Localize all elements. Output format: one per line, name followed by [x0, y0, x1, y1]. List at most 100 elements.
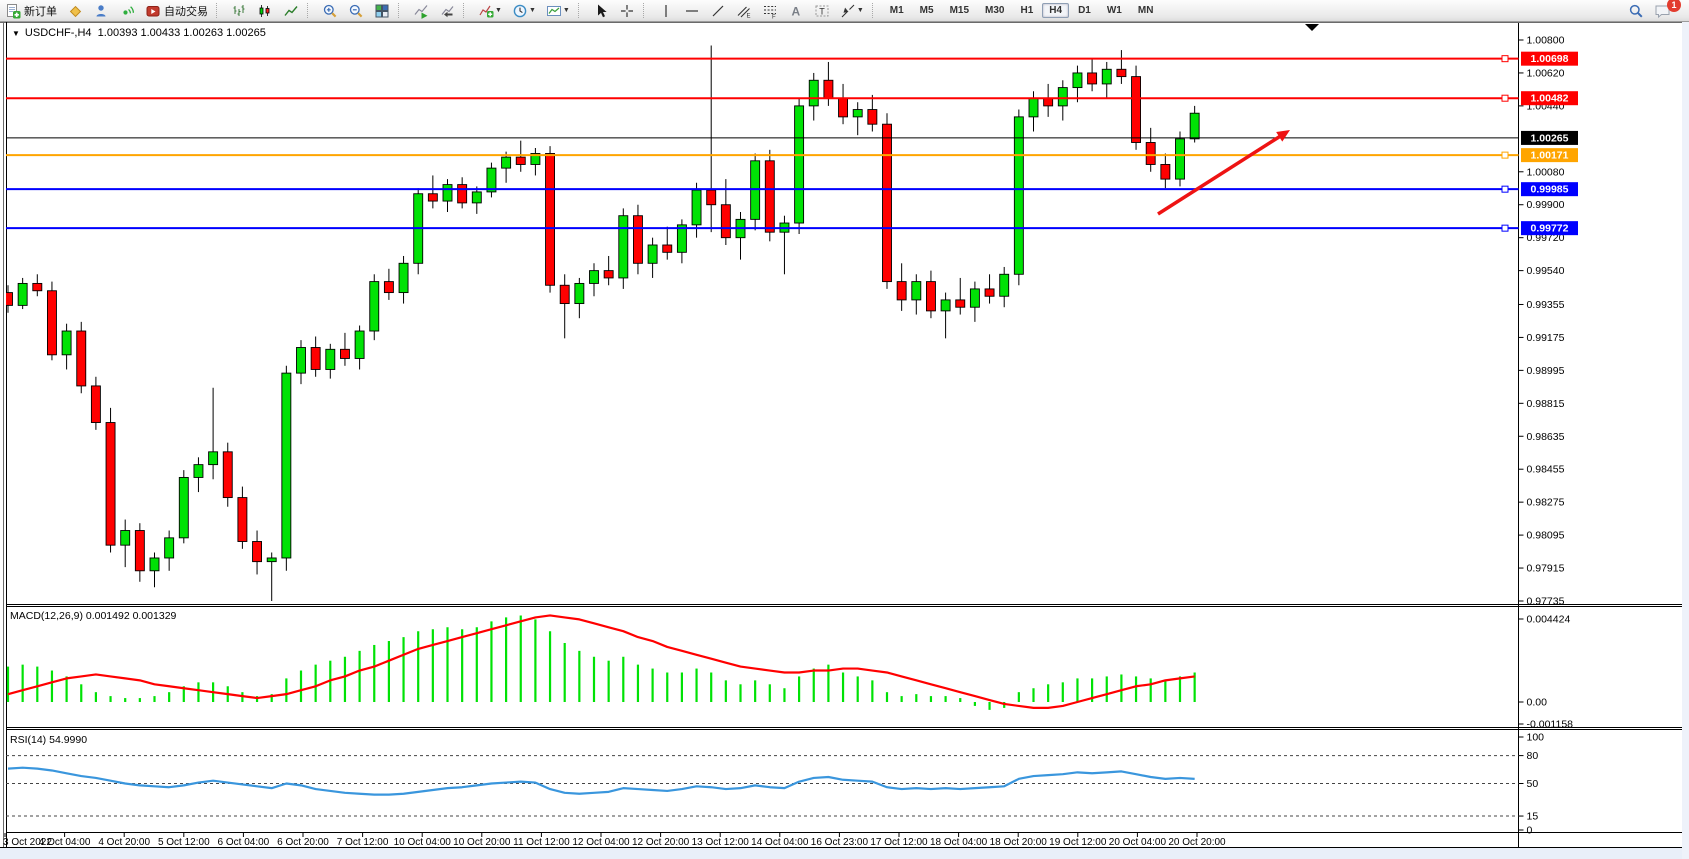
vertical-line-tool-button[interactable]: [654, 1, 678, 21]
text-tool-button[interactable]: A: [784, 1, 808, 21]
svg-text:10 Oct 04:00: 10 Oct 04:00: [394, 837, 452, 848]
bull-candle: [808, 79, 819, 107]
price-level-lines[interactable]: 1.00698 1.00482 1.00265 1.00171 0.99985 0.997…: [6, 51, 1578, 236]
svg-text:0.004424: 0.004424: [1527, 614, 1571, 626]
bear-candle: [32, 282, 43, 292]
line-chart-button[interactable]: [279, 1, 303, 21]
auto-scroll-button[interactable]: [409, 1, 433, 21]
chevron-down-icon: ▼: [562, 7, 570, 14]
signals-button[interactable]: [115, 1, 139, 21]
bull-candle: [969, 288, 980, 308]
svg-text:11 Oct 12:00: 11 Oct 12:00: [513, 837, 570, 848]
price-level-badge: [1521, 91, 1578, 106]
chart-dropdown-icon[interactable]: ▼: [12, 29, 20, 38]
rsi-indicator-label: RSI(14) 54.9990: [10, 734, 87, 746]
macd-panel: [6, 614, 1196, 710]
svg-text:0.97735: 0.97735: [1527, 595, 1565, 607]
zoom-out-button[interactable]: [344, 1, 368, 21]
trend-arrow-annotation[interactable]: [1157, 130, 1290, 216]
vertical-line-icon: [665, 4, 667, 17]
bear-candle: [603, 270, 614, 279]
chart-shift-button[interactable]: [435, 1, 459, 21]
bear-candle: [662, 244, 673, 253]
svg-text:0.99772: 0.99772: [1531, 223, 1569, 235]
mql5-button[interactable]: [63, 1, 87, 21]
periods-button[interactable]: ▼: [508, 1, 540, 21]
new-order-button[interactable]: 新订单: [1, 1, 61, 21]
svg-text:0.99540: 0.99540: [1527, 265, 1565, 277]
bull-candle: [574, 282, 585, 305]
bear-candle: [222, 451, 233, 499]
timeframe-w1-button[interactable]: W1: [1106, 5, 1122, 16]
search-button[interactable]: [1624, 1, 1648, 21]
svg-text:13 Oct 12:00: 13 Oct 12:00: [692, 837, 750, 848]
indicators-button[interactable]: ▼: [474, 1, 506, 21]
macd-axis[interactable]: 0.004424 0.00 -0.001158: [1518, 614, 1574, 731]
crosshair-button[interactable]: [615, 1, 639, 21]
timeframe-mn-button[interactable]: MN: [1137, 5, 1154, 16]
bear-candle: [984, 288, 995, 297]
bull-candle: [691, 189, 702, 226]
timeframe-m30-button[interactable]: M30: [985, 5, 1005, 16]
svg-text:3 Oct 2022: 3 Oct 2022: [3, 837, 52, 848]
templates-button[interactable]: ▼: [542, 1, 574, 21]
bar-chart-button[interactable]: [227, 1, 251, 21]
macd-name: MACD(12,26,9): [10, 610, 83, 622]
timeframe-m5-button[interactable]: M5: [919, 5, 934, 16]
svg-text:17 Oct 12:00: 17 Oct 12:00: [870, 837, 928, 848]
chart-shift-marker[interactable]: [1305, 24, 1319, 31]
bull-candle: [354, 330, 365, 359]
timeframe-h4-button[interactable]: H4: [1042, 3, 1070, 18]
bull-candle: [17, 282, 28, 306]
experts-button[interactable]: [89, 1, 113, 21]
chat-button[interactable]: 1: [1650, 0, 1681, 21]
rsi-axis[interactable]: 100 80 50 15 0: [1518, 732, 1545, 837]
rsi-line: [7, 766, 1195, 796]
chevron-down-icon: ▼: [528, 7, 536, 14]
new-order-icon: [7, 3, 21, 18]
toolbar-separator: [871, 3, 879, 18]
timeframe-d1-button[interactable]: D1: [1078, 5, 1091, 16]
svg-text:1.00265: 1.00265: [1531, 132, 1569, 144]
chart-header: ▼ USDCHF-,H4 1.00393 1.00433 1.00263 1.00…: [12, 27, 266, 39]
svg-text:1.00171: 1.00171: [1531, 150, 1569, 162]
chart-quote-ohlc: 1.00393 1.00433 1.00263 1.00265: [97, 27, 266, 39]
svg-text:0.97915: 0.97915: [1527, 563, 1565, 575]
fibonacci-tool-button[interactable]: F: [758, 1, 782, 21]
trendline-tool-button[interactable]: [706, 1, 730, 21]
timeframe-h1-button[interactable]: H1: [1020, 5, 1034, 16]
indicators-icon: [479, 5, 494, 17]
svg-text:18 Oct 04:00: 18 Oct 04:00: [930, 837, 988, 848]
line-anchor-handle: [1501, 94, 1509, 102]
price-axis[interactable]: 1.008001.006201.004401.000800.999000.997…: [1518, 35, 1565, 608]
bear-candle: [559, 284, 570, 305]
horizontal-line-tool-button[interactable]: [680, 1, 704, 21]
arrows-tool-button[interactable]: ▼: [836, 1, 868, 21]
price-level-badge: [1521, 51, 1578, 66]
cursor-button[interactable]: [589, 1, 613, 21]
text-label-tool-button[interactable]: T: [810, 1, 834, 21]
window-right-gutter: [1682, 21, 1689, 859]
channel-tool-button[interactable]: E: [732, 1, 756, 21]
line-anchor-handle: [1501, 55, 1509, 63]
bear-candle: [6, 292, 13, 306]
zoom-in-button[interactable]: [318, 1, 342, 21]
new-order-label: 新订单: [24, 5, 57, 18]
svg-text:0.99175: 0.99175: [1527, 332, 1565, 344]
bear-candle: [310, 347, 321, 370]
autotrading-button[interactable]: 自动交易: [141, 1, 212, 21]
bear-candle: [1043, 98, 1054, 107]
tile-windows-button[interactable]: [370, 1, 394, 21]
chevron-down-icon: ▼: [856, 7, 864, 14]
svg-text:0.99355: 0.99355: [1527, 299, 1565, 311]
bull-candle: [281, 372, 292, 559]
bear-candle: [896, 281, 907, 301]
window-bottom-gutter: [0, 848, 1689, 859]
timeframe-m1-button[interactable]: M1: [889, 5, 904, 16]
svg-text:0.99985: 0.99985: [1531, 184, 1569, 196]
timeframe-m15-button[interactable]: M15: [949, 5, 970, 16]
candlestick-chart-button[interactable]: [253, 1, 277, 21]
